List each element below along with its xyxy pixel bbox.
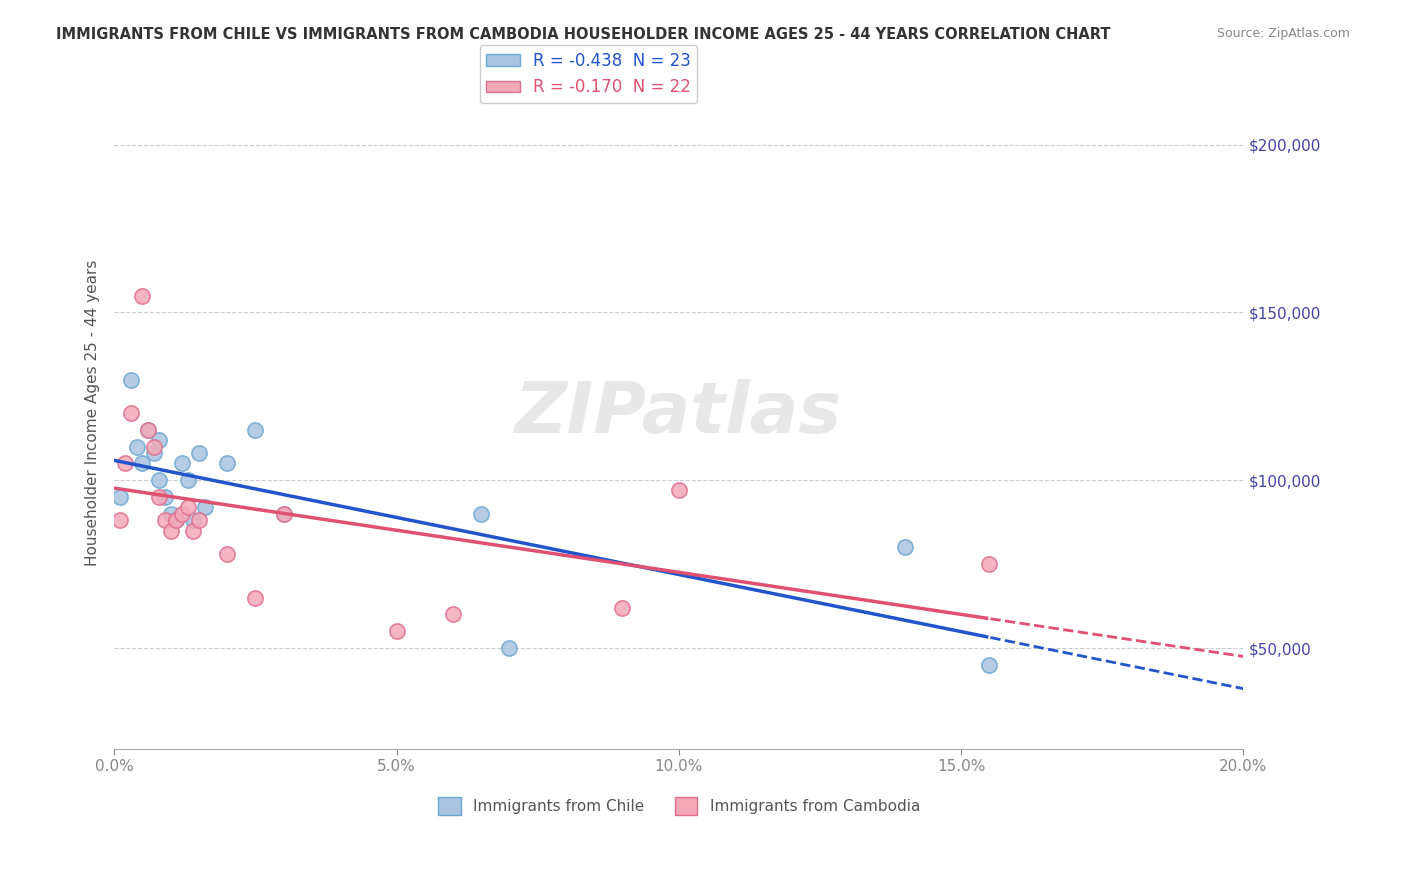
Point [148,473,170,487]
Point [108,513,131,527]
Point [114,457,136,471]
Point [217,547,239,561]
Point [245,423,267,437]
Point [979,557,1001,571]
Point [470,507,492,521]
Point [441,607,464,622]
Point [108,490,131,504]
Point [273,507,295,521]
Point [136,423,159,437]
Point [125,440,148,454]
Point [120,406,142,420]
Point [217,457,239,471]
Point [136,423,159,437]
Point [159,507,181,521]
Text: Source: ZipAtlas.com: Source: ZipAtlas.com [1216,27,1350,40]
Point [120,372,142,386]
Point [148,490,170,504]
Point [273,507,295,521]
Point [193,500,215,514]
Legend: Immigrants from Chile, Immigrants from Cambodia: Immigrants from Chile, Immigrants from C… [432,790,927,822]
Point [176,500,198,514]
Point [181,524,204,538]
Point [187,513,209,527]
Point [131,288,153,302]
Point [170,457,193,471]
Point [131,457,153,471]
Point [153,513,176,527]
Point [668,483,690,498]
Point [176,473,198,487]
Point [142,446,165,460]
Point [187,446,209,460]
Point [498,640,520,655]
Point [245,591,267,605]
Point [153,490,176,504]
Point [170,507,193,521]
Text: IMMIGRANTS FROM CHILE VS IMMIGRANTS FROM CAMBODIA HOUSEHOLDER INCOME AGES 25 - 4: IMMIGRANTS FROM CHILE VS IMMIGRANTS FROM… [56,27,1111,42]
Point [148,433,170,447]
Point [159,524,181,538]
Y-axis label: Householder Income Ages 25 - 44 years: Householder Income Ages 25 - 44 years [86,260,100,566]
Point [142,440,165,454]
Point [165,513,187,527]
Point [385,624,408,639]
Text: ZIPatlas: ZIPatlas [515,378,842,448]
Point [979,657,1001,672]
Point [181,513,204,527]
Point [165,513,187,527]
Point [893,541,915,555]
Point [612,600,634,615]
